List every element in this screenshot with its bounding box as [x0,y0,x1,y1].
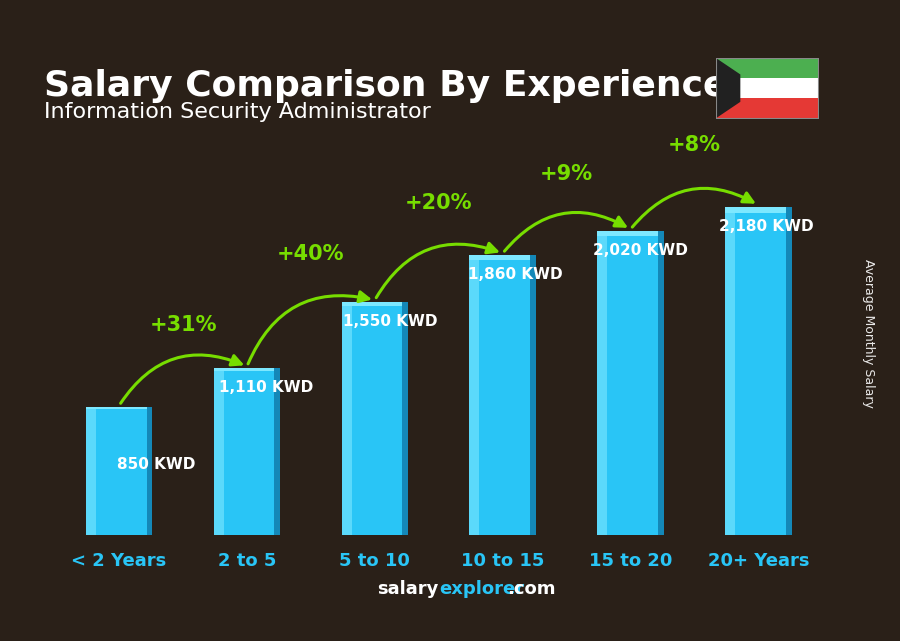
Text: 1,860 KWD: 1,860 KWD [468,267,562,282]
Polygon shape [716,58,741,119]
Text: Average Monthly Salary: Average Monthly Salary [862,259,875,408]
Text: salary: salary [377,580,439,598]
Text: explorer: explorer [439,580,524,598]
Bar [213,368,274,371]
Bar [213,368,274,535]
Text: +40%: +40% [277,244,345,264]
Bar [86,407,147,535]
Text: +31%: +31% [149,315,217,335]
Bar [725,206,786,535]
Bar [530,255,536,535]
Bar [274,368,280,535]
Bar [470,255,530,260]
Bar [716,78,819,98]
Text: .com: .com [508,580,555,598]
Text: 1,550 KWD: 1,550 KWD [343,313,437,329]
Bar [658,231,664,535]
Bar [598,231,658,535]
Bar [147,407,152,535]
Text: +8%: +8% [668,135,721,155]
Bar [86,407,147,410]
Bar [470,255,480,535]
Bar [86,407,95,535]
Bar [213,368,224,535]
Bar [470,255,530,535]
Bar [342,301,402,306]
Bar [716,58,819,78]
Bar [725,206,735,535]
Bar [725,206,786,213]
Bar [598,231,608,535]
Text: 2,180 KWD: 2,180 KWD [719,219,814,234]
Bar [342,301,402,535]
Text: Salary Comparison By Experience: Salary Comparison By Experience [44,69,727,103]
Text: 2,020 KWD: 2,020 KWD [593,243,688,258]
Bar [598,231,658,236]
Text: 850 KWD: 850 KWD [116,457,195,472]
Text: +9%: +9% [540,164,593,184]
Text: 1,110 KWD: 1,110 KWD [219,380,313,395]
Text: Information Security Administrator: Information Security Administrator [44,102,431,122]
Bar [342,301,352,535]
Bar [716,98,819,119]
Bar [786,206,792,535]
Text: +20%: +20% [405,193,472,213]
Bar [402,301,408,535]
